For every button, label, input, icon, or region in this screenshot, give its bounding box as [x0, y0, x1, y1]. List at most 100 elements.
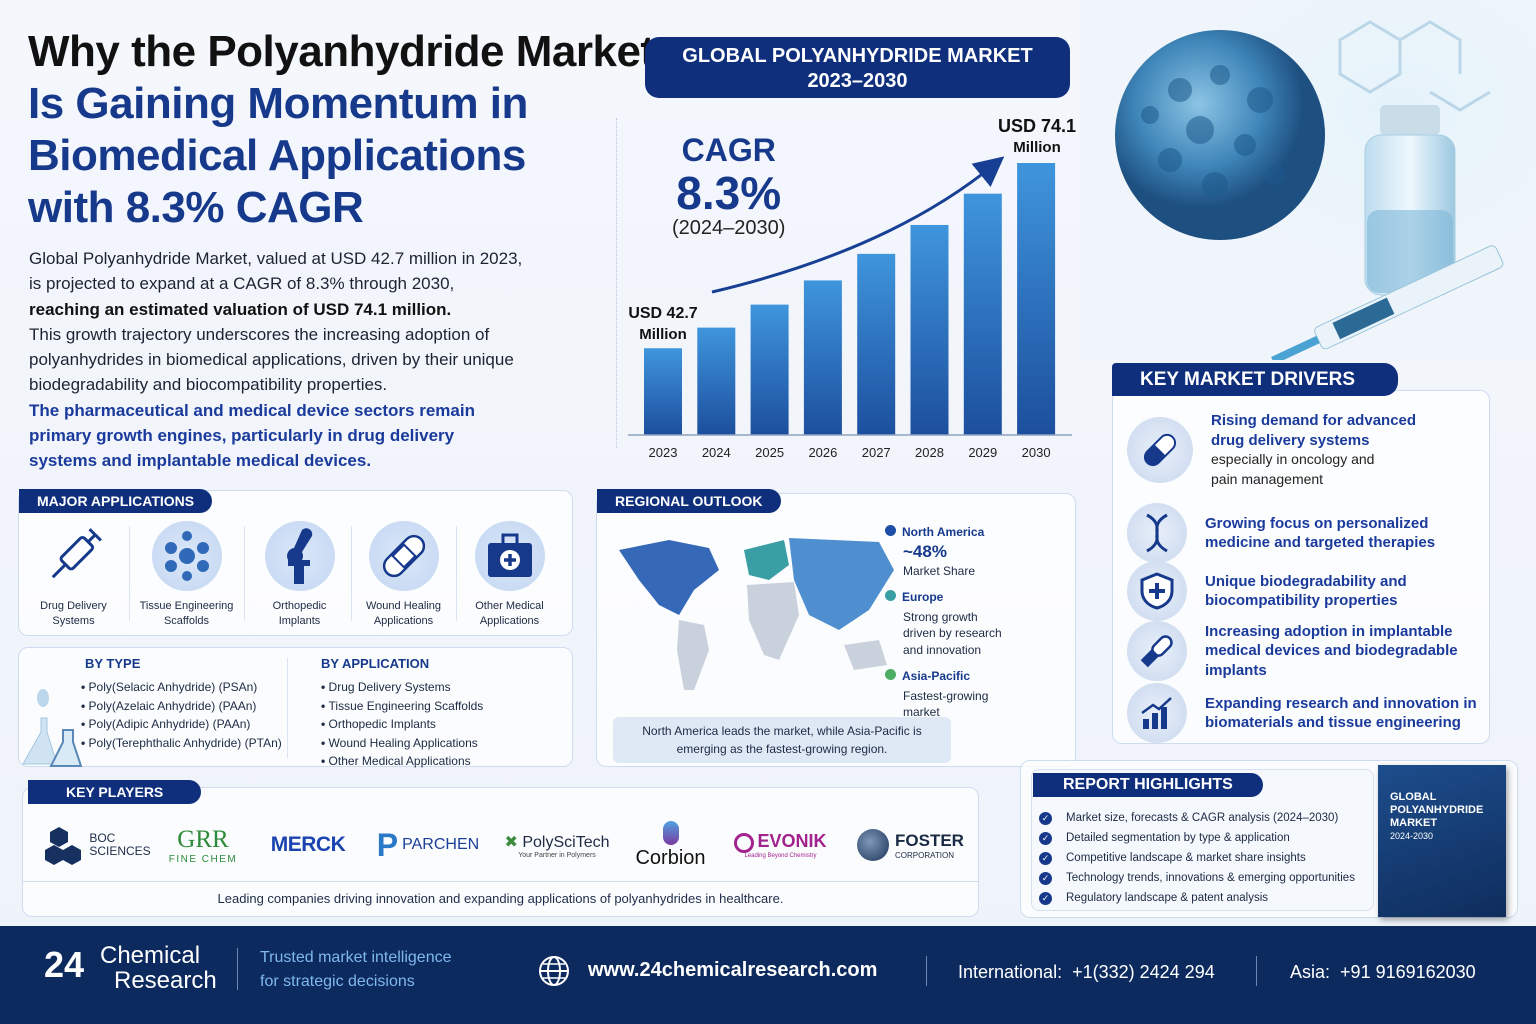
key-market-drivers-panel: Rising demand for advanced drug delivery… [1112, 390, 1490, 744]
chart-header: GLOBAL POLYANHYDRIDE MARKET 2023–2030 [645, 37, 1070, 98]
na-name: North America [902, 525, 985, 539]
eu-name: Europe [902, 590, 944, 604]
international-phone: International: +1(332) 2424 294 [958, 962, 1215, 982]
eu-desc: Strong growth driven by research and inn… [903, 609, 1002, 657]
highlight-text: Technology trends, innovations & emergin… [1066, 872, 1355, 884]
cagr-value: 8.3% [676, 167, 782, 219]
end-value-label: USD 74.1 [998, 116, 1076, 136]
region-legend: North America ~48% Market Share Europe S… [885, 524, 1043, 721]
driver-title: Unique biodegradability and biocompatibi… [1205, 572, 1407, 610]
globe-icon [539, 956, 569, 986]
key-players-header: KEY PLAYERS [28, 780, 202, 804]
list-item: Poly(Selacic Anhydride) (PSAn) [81, 678, 282, 697]
ap-dot [885, 669, 896, 680]
driver-title: Growing focus on personalized medicine a… [1205, 514, 1436, 552]
x-tick-label: 2027 [862, 445, 891, 460]
hero-image-microsphere-vial-syringe [1080, 0, 1536, 360]
start-value-label: USD 42.7 [628, 305, 697, 322]
capsule-icon [1127, 417, 1193, 483]
cagr-callout: CAGR 8.3% (2024–2030) [672, 132, 785, 240]
application-label: Applications [373, 615, 434, 627]
application-item: Wound Healing Applications [351, 521, 456, 629]
driver-title: Expanding research and innovation in bio… [1205, 694, 1477, 732]
map-asia-pacific [789, 538, 894, 630]
growth-chart-icon [1127, 683, 1187, 743]
driver-item: Unique biodegradability and biocompatibi… [1127, 561, 1455, 621]
tagline: Trusted market intelligence for strategic… [260, 949, 452, 990]
driver-title: Increasing adoption in implantable medic… [1205, 622, 1458, 679]
check-icon: ✓ [1039, 852, 1052, 865]
application-label: Tissue Engineering [139, 600, 234, 612]
map-australia [844, 640, 887, 670]
x-tick-label: 2024 [702, 445, 731, 460]
market-bar-chart: 2023 2024 2025 2026 2027 2028 2029 2030 USD 42.… [628, 116, 1076, 460]
application-label: Drug Delivery [40, 600, 107, 612]
bandage-icon [368, 521, 439, 591]
logo-boc-sciences: BOC SCIENCES [43, 820, 153, 870]
logo-polyscitech: ✖ PolySciTech Your Partner in Polymers [504, 833, 610, 859]
map-europe [744, 540, 789, 580]
driver-item: Rising demand for advanced drug delivery… [1127, 411, 1421, 489]
na-label: Market Share [903, 563, 976, 578]
highlight-text: Market size, forecasts & CAGR analysis (… [1066, 812, 1339, 824]
x-tick-label: 2030 [1022, 445, 1051, 460]
dna-icon [1127, 503, 1187, 563]
list-item: Orthopedic Implants [321, 715, 483, 734]
check-icon: ✓ [1039, 812, 1052, 825]
application-item: Tissue Engineering Scaffolds [134, 521, 239, 629]
flask-icon [22, 689, 83, 767]
application-label: Systems [52, 615, 95, 627]
x-tick-label: 2023 [649, 445, 678, 460]
asia-phone: Asia: +91 9169162030 [1290, 962, 1476, 982]
logo-corbion: Corbion [628, 820, 713, 870]
application-item: Drug Delivery Systems [21, 521, 126, 629]
chart-header-title: GLOBAL POLYANHYDRIDE MARKET [682, 45, 1033, 67]
application-label: Other Medical [475, 600, 544, 612]
driver-item: Expanding research and innovation in bio… [1127, 683, 1485, 743]
chart-header-years: 2023–2030 [807, 70, 908, 92]
driver-item: Growing focus on personalized medicine a… [1127, 503, 1455, 563]
brand-logo-number: 24 [44, 944, 85, 985]
cagr-period: (2024–2030) [672, 217, 786, 239]
application-label: Implants [278, 615, 321, 627]
list-item: Tissue Engineering Scaffolds [321, 697, 484, 716]
na-dot [885, 525, 896, 536]
application-label: Wound Healing [365, 600, 441, 612]
cagr-label: CAGR [681, 132, 776, 168]
x-tick-label: 2026 [808, 445, 837, 460]
check-icon: ✓ [1039, 832, 1052, 845]
x-tick-label: 2029 [968, 445, 997, 460]
logo-parchen: P PARCHEN [376, 826, 480, 863]
website-link[interactable]: www.24chemicalresearch.com [588, 959, 878, 981]
logo-merck: MERCK [270, 833, 346, 856]
logo-grr-fine-chem: GRR FINE CHEM [168, 825, 238, 865]
region-note: North America leads the market, while As… [613, 717, 951, 763]
x-tick-label: 2028 [915, 445, 944, 460]
regional-outlook-header: REGIONAL OUTLOOK [597, 489, 781, 513]
bar-2024 [697, 327, 736, 435]
major-applications-panel: MAJOR APPLICATIONS Drug Delivery Systems … [18, 489, 573, 636]
divider [616, 118, 617, 448]
microsphere [1115, 30, 1325, 240]
application-label: Scaffolds [163, 615, 210, 627]
list-item: Other Medical Applications [321, 752, 483, 771]
intro-paragraph: This growth trajectory underscores the i… [29, 324, 514, 395]
cell-scaffold-icon [151, 521, 222, 591]
brand-name: Chemical Research [100, 942, 217, 994]
highlight-item: ✓ Detailed segmentation by type & applica… [1039, 828, 1355, 848]
check-icon: ✓ [1039, 872, 1052, 885]
list-item: Poly(Azelaic Anhydride) (PAAn) [81, 697, 282, 716]
driver-title: Rising demand for advanced drug delivery… [1211, 412, 1417, 449]
intro-text: Global Polyanhydride Market, valued at U… [29, 246, 589, 474]
title-line: with 8.3% CAGR [28, 183, 364, 232]
footer: 24 Chemical Research Trusted market intel… [0, 926, 1536, 1024]
world-map [619, 538, 894, 690]
title-line: Why the Polyanhydride Market [28, 27, 655, 76]
medical-kit-icon [474, 521, 545, 591]
list-item: Poly(Terephthalic Anhydride) (PTAn) [81, 734, 282, 753]
driver-subtitle: especially in oncology and pain manageme… [1211, 451, 1375, 487]
list-item: Drug Delivery Systems [321, 678, 483, 697]
start-value-unit: Million [639, 326, 687, 343]
highlight-text: Competitive landscape & market share ins… [1066, 852, 1306, 864]
bone-joint-icon [264, 521, 335, 591]
